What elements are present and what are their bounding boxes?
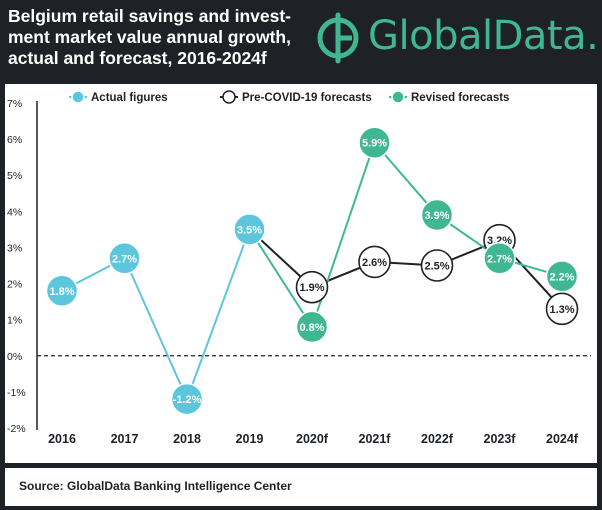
- data-label: 2.7%: [487, 253, 512, 265]
- legend-item: Pre-COVID-19 forecasts: [220, 90, 372, 104]
- chart-title-line: Belgium retail savings and invest-: [8, 6, 291, 26]
- legend-marker: [71, 90, 85, 104]
- data-marker: [295, 310, 329, 344]
- data-point: -1.2%: [170, 382, 204, 416]
- line-chart: Actual figures Pre-COVID-19 forecasts Revi…: [7, 90, 591, 446]
- data-label: 3.5%: [237, 224, 262, 236]
- data-marker: [420, 249, 454, 282]
- data-label: 1.8%: [49, 286, 74, 298]
- legend-label: Actual figures: [91, 92, 168, 104]
- chart-title-line: actual and forecast, 2016-2024f: [8, 48, 267, 68]
- data-point: 1.8%: [45, 274, 79, 308]
- data-marker: [108, 242, 141, 275]
- globaldata-mark-icon: [317, 12, 359, 64]
- data-point: 5.9%: [358, 126, 391, 159]
- x-tick-label: 2016: [48, 432, 76, 446]
- x-tick-label: 2024f: [546, 432, 579, 446]
- data-label: 2.2%: [549, 271, 574, 283]
- y-tick-label: 3%: [7, 242, 22, 254]
- data-marker: [420, 198, 454, 232]
- data-point: 3.5%: [233, 213, 266, 246]
- data-label: 3.9%: [424, 210, 449, 222]
- data-point: 1.3%: [545, 292, 579, 326]
- source-note: Source: GlobalData Banking Intelligence …: [19, 479, 292, 493]
- y-tick-label: 0%: [7, 351, 22, 363]
- data-label: 5.9%: [362, 138, 387, 150]
- data-label: 2.7%: [112, 253, 137, 265]
- legend-marker: [222, 90, 236, 104]
- x-tick-label: 2019: [236, 432, 264, 446]
- data-point: 1.9%: [295, 270, 329, 304]
- x-tick-label: 2020f: [296, 432, 329, 446]
- data-label: 0.8%: [299, 322, 324, 334]
- legend-item: Revised forecasts: [389, 90, 509, 104]
- x-tick-label: 2022f: [421, 432, 454, 446]
- data-marker: [45, 274, 79, 308]
- data-marker: [545, 260, 579, 293]
- data-label: -1.2%: [173, 394, 202, 406]
- y-tick-label: -1%: [7, 387, 26, 399]
- data-point: 0.8%: [295, 310, 329, 344]
- logo-wordmark: GlobalData.: [368, 13, 599, 59]
- x-tick-label: 2017: [111, 432, 139, 446]
- x-tick-label: 2021f: [359, 432, 392, 446]
- data-point: 2.6%: [358, 245, 391, 279]
- chart-panel: Actual figures Pre-COVID-19 forecasts Revi…: [5, 84, 597, 463]
- data-marker: [170, 382, 204, 416]
- chart-title: Belgium retail savings and invest- ment …: [8, 6, 308, 69]
- y-tick-label: -2%: [7, 423, 26, 435]
- data-marker: [358, 126, 391, 159]
- series-markers: 1.9%2.6% 2.5%3.2%1.3%0.8%5.9%3.9%2.7%2.2%…: [45, 126, 579, 416]
- y-tick-label: 2%: [7, 279, 22, 291]
- y-tick-label: 1%: [7, 315, 22, 327]
- series-line: [248, 140, 563, 330]
- legend: Actual figures Pre-COVID-19 forecasts Revi…: [69, 90, 509, 104]
- data-label: 2.5%: [424, 261, 449, 273]
- y-tick-label: 6%: [7, 134, 22, 146]
- data-label: 2.6%: [362, 257, 387, 269]
- data-point: 2.2%: [545, 260, 579, 293]
- data-marker: [358, 245, 391, 279]
- legend-label: Revised forecasts: [411, 92, 509, 104]
- y-axis: -2% -1% 0% 1% 2% 3% 4% 5% 6% 7%: [7, 98, 591, 435]
- data-marker: [233, 213, 266, 246]
- source-bar: Source: GlobalData Banking Intelligence …: [5, 468, 597, 506]
- data-marker: [483, 242, 516, 275]
- series-line: [61, 229, 251, 402]
- y-tick-label: 5%: [7, 170, 22, 182]
- globaldata-logo: GlobalData.: [312, 12, 599, 64]
- x-tick-label: 2018: [173, 432, 201, 446]
- data-marker: [295, 270, 329, 304]
- data-point: 2.5%: [420, 249, 454, 282]
- legend-label: Pre-COVID-19 forecasts: [242, 92, 372, 104]
- data-label: 1.9%: [299, 282, 324, 294]
- y-tick-label: 4%: [7, 206, 22, 218]
- x-axis: 2016 2017 2018 2019 2020f 2021f 2022f 2023f 2024…: [48, 432, 579, 446]
- data-point: 3.9%: [420, 198, 454, 232]
- legend-item: Actual figures: [69, 90, 168, 104]
- chart-title-line: ment market value annual growth,: [8, 27, 291, 47]
- legend-marker: [391, 90, 405, 104]
- y-tick-label: 7%: [7, 98, 22, 110]
- x-tick-label: 2023f: [484, 432, 517, 446]
- data-point: 2.7%: [108, 242, 141, 275]
- data-label: 1.3%: [549, 304, 574, 316]
- data-marker: [545, 292, 579, 326]
- data-point: 2.7%: [483, 242, 516, 275]
